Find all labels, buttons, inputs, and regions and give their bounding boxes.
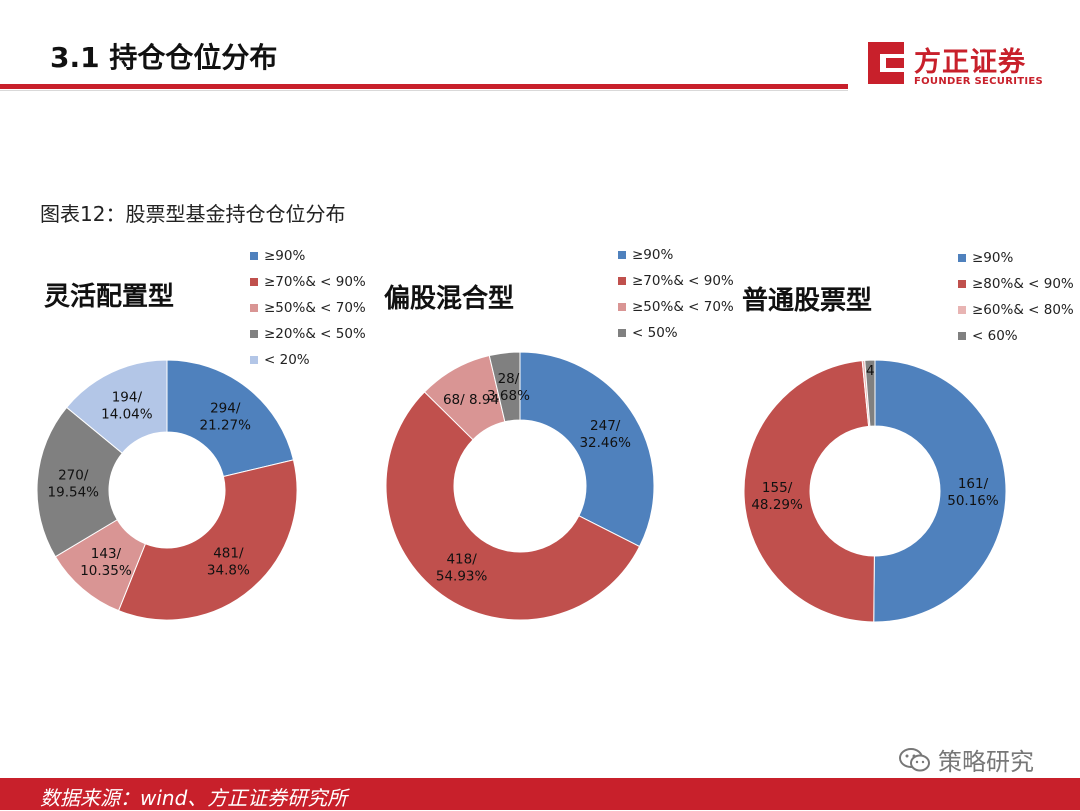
donut-slice <box>488 351 521 423</box>
legend-common-stock: ≥90% ≥80%& < 90% ≥60%& < 80% < 60% <box>958 245 1074 349</box>
slice-label: 194/14.04% <box>101 389 153 422</box>
legend-swatch <box>250 252 258 260</box>
legend-swatch <box>958 332 966 340</box>
legend-item: ≥90% <box>958 245 1074 271</box>
donut-slice <box>36 406 123 558</box>
slice-label: 270/19.54% <box>48 467 100 500</box>
donut-slice <box>117 459 298 621</box>
legend-item: ≥50%& < 70% <box>618 294 734 320</box>
watermark: 策略研究 <box>898 742 1034 777</box>
header-divider-thin <box>0 90 848 91</box>
slice-label: 161/50.16% <box>947 476 999 509</box>
legend-item: ≥90% <box>618 242 734 268</box>
legend-label: ≥20%& < 50% <box>264 326 366 342</box>
slice-label: 68/ 8.94 <box>443 392 499 408</box>
legend-label: ≥90% <box>632 247 674 263</box>
legend-label: < 50% <box>632 325 678 341</box>
chart-title-common-stock: 普通股票型 <box>742 286 873 316</box>
legend-label: < 60% <box>972 328 1018 344</box>
legend-item: ≥80%& < 90% <box>958 271 1074 297</box>
logo-cn-text: 方正证券 <box>914 47 1026 78</box>
chart-title-flexible: 灵活配置型 <box>44 282 175 312</box>
legend-item: < 20% <box>250 347 366 373</box>
legend-swatch <box>250 304 258 312</box>
legend-item: ≥20%& < 50% <box>250 321 366 347</box>
slice-label: 247/32.46% <box>579 418 631 451</box>
footer-source: 数据来源：wind、方正证券研究所 <box>40 786 348 810</box>
donut-slice <box>65 359 168 454</box>
legend-label: ≥50%& < 70% <box>632 299 734 315</box>
legend-label: < 20% <box>264 352 310 368</box>
donut-slice <box>873 359 1007 623</box>
legend-label: ≥90% <box>264 248 306 264</box>
legend-label: ≥80%& < 90% <box>972 276 1074 292</box>
legend-swatch <box>250 356 258 364</box>
figure-title: 图表12：股票型基金持仓仓位分布 <box>40 202 346 226</box>
slice-label: 155/48.29% <box>751 480 803 513</box>
slice-label: 418/54.93% <box>436 552 488 585</box>
legend-swatch <box>250 330 258 338</box>
legend-label: ≥70%& < 90% <box>264 274 366 290</box>
donut-slice <box>743 360 875 623</box>
legend-item: ≥60%& < 80% <box>958 297 1074 323</box>
legend-swatch <box>958 306 966 314</box>
brand-logo: 方正证券 FOUNDER SECURITIES <box>864 40 1054 90</box>
legend-label: ≥60%& < 80% <box>972 302 1074 318</box>
donut-slice <box>519 351 655 548</box>
legend-swatch <box>618 277 626 285</box>
donut-slice <box>385 391 641 621</box>
footer-bar: 数据来源：wind、方正证券研究所 <box>0 778 1080 810</box>
legend-item: < 60% <box>958 323 1074 349</box>
legend-equity-mixed: ≥90% ≥70%& < 90% ≥50%& < 70% < 50% <box>618 242 734 346</box>
page-title: 3.1 持仓仓位分布 <box>50 41 278 74</box>
logo-en-text: FOUNDER SECURITIES <box>914 76 1044 87</box>
legend-item: ≥50%& < 70% <box>250 295 366 321</box>
slice-label: 143/10.35% <box>80 546 132 579</box>
donut-charts: 294/21.27% 481/34.8% 143/10.35% 270/19.54% 1… <box>36 351 1007 623</box>
legend-swatch <box>618 329 626 337</box>
slice-label: 4 <box>866 363 875 379</box>
chart-title-equity-mixed: 偏股混合型 <box>384 284 515 314</box>
header-divider <box>0 84 848 89</box>
donut-slice <box>166 359 295 478</box>
founder-logo-icon <box>868 42 904 84</box>
legend-label: ≥50%& < 70% <box>264 300 366 316</box>
legend-swatch <box>618 251 626 259</box>
legend-swatch <box>958 254 966 262</box>
legend-item: ≥90% <box>250 243 366 269</box>
legend-label: ≥70%& < 90% <box>632 273 734 289</box>
slice-label: 294/21.27% <box>200 401 252 434</box>
legend-item: ≥70%& < 90% <box>250 269 366 295</box>
legend-swatch <box>618 303 626 311</box>
slice-label: 481/34.8% <box>207 546 250 579</box>
legend-item: ≥70%& < 90% <box>618 268 734 294</box>
donut-slice <box>864 359 876 427</box>
watermark-text: 策略研究 <box>938 748 1034 776</box>
legend-swatch <box>250 278 258 286</box>
legend-flexible: ≥90% ≥70%& < 90% ≥50%& < 70% ≥20%& < 50% < … <box>250 243 366 373</box>
wechat-icon <box>899 747 930 771</box>
legend-swatch <box>958 280 966 288</box>
legend-item: < 50% <box>618 320 734 346</box>
legend-label: ≥90% <box>972 250 1014 266</box>
slice-label: 28/3.68% <box>487 371 530 404</box>
